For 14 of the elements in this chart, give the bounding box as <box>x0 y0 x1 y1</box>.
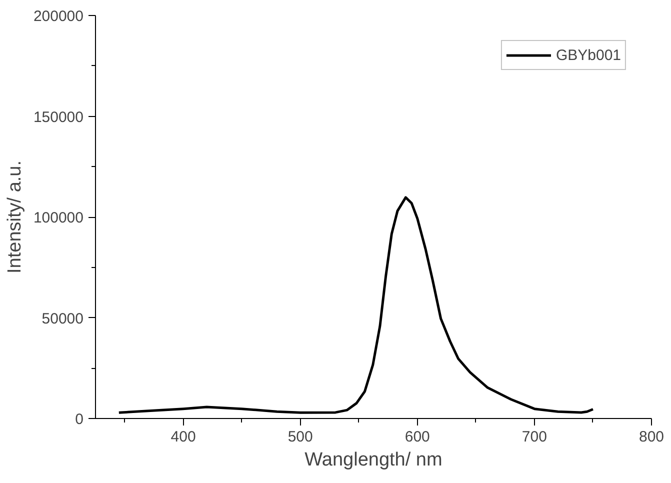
x-tick-label: 500 <box>288 428 313 446</box>
y-tick-label: 100000 <box>33 210 84 226</box>
x-tick-label: 400 <box>170 428 196 446</box>
line-series <box>118 196 594 414</box>
x-tick-label: 600 <box>404 428 430 446</box>
x-tick-label: 800 <box>638 428 664 446</box>
y-tick-label: 0 <box>75 411 84 428</box>
x-axis-title: Wanglength/ nm <box>304 450 442 470</box>
y-axis-title: Intensity/ a.u. <box>4 160 26 274</box>
y-tick-label: 150000 <box>33 108 84 126</box>
y-tick-label: 50000 <box>42 310 84 328</box>
legend-label: GBYb001 <box>556 46 621 64</box>
x-tick-label: 700 <box>522 428 547 446</box>
y-tick-label: 200000 <box>33 8 84 25</box>
